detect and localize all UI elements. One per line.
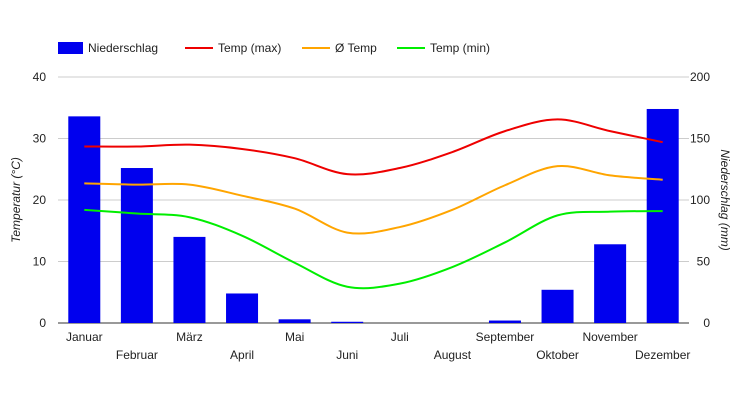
- x-tick-label: Mai: [285, 330, 304, 344]
- left-axis-title: Temperatur (°C): [9, 157, 23, 243]
- left-tick-label: 10: [33, 255, 47, 269]
- left-tick-label: 40: [33, 70, 47, 84]
- left-axis-ticks: 0 10 20 30 40: [33, 70, 47, 330]
- right-tick-label: 150: [690, 132, 710, 146]
- x-tick-label: November: [582, 330, 637, 344]
- right-tick-label: 0: [703, 316, 710, 330]
- x-tick-label: März: [176, 330, 203, 344]
- line-temp-min: [84, 208, 663, 290]
- x-axis-ticks: Januar Februar März April Mai Juni Juli August S…: [66, 330, 690, 362]
- legend-label: Temp (max): [218, 41, 281, 55]
- left-tick-label: 20: [33, 193, 47, 207]
- right-tick-label: 100: [690, 193, 710, 207]
- legend-item: Temp (min): [397, 41, 490, 55]
- x-tick-label: Januar: [66, 330, 103, 344]
- x-tick-label: Februar: [116, 348, 158, 362]
- precipitation-bar: [594, 244, 627, 323]
- left-tick-label: 30: [33, 132, 47, 146]
- precipitation-bar: [120, 168, 153, 323]
- legend-item: Ø Temp: [302, 41, 377, 55]
- precipitation-bar: [226, 293, 259, 323]
- right-tick-label: 200: [690, 70, 710, 84]
- gridlines: [58, 76, 689, 324]
- legend: Niederschlag Temp (max) Ø Temp Temp (min): [58, 41, 490, 55]
- line-temp: [84, 165, 663, 235]
- precipitation-bar: [646, 108, 679, 323]
- legend-label: Niederschlag: [88, 41, 158, 55]
- x-tick-label: August: [434, 348, 472, 362]
- x-tick-label: Juli: [391, 330, 409, 344]
- x-tick-label: Dezember: [635, 348, 690, 362]
- right-axis-title: Niederschlag (mm): [718, 149, 731, 250]
- precipitation-bar: [68, 116, 101, 323]
- legend-swatch: [58, 42, 83, 54]
- temperature-lines: [84, 118, 663, 290]
- line-temp-max: [84, 118, 663, 176]
- precipitation-bar: [331, 321, 364, 323]
- precipitation-bar: [488, 320, 521, 323]
- precipitation-bar: [173, 236, 206, 323]
- left-tick-label: 0: [39, 316, 46, 330]
- precipitation-bar: [541, 289, 574, 323]
- legend-item: Temp (max): [185, 41, 281, 55]
- x-tick-label: Juni: [336, 348, 358, 362]
- legend-label: Temp (min): [430, 41, 490, 55]
- legend-item: Niederschlag: [58, 41, 158, 55]
- legend-label: Ø Temp: [335, 41, 377, 55]
- x-tick-label: September: [476, 330, 535, 344]
- right-tick-label: 50: [697, 255, 711, 269]
- right-axis-ticks: 0 50 100 150 200: [690, 70, 710, 330]
- precipitation-bars: [68, 108, 679, 323]
- x-tick-label: Oktober: [536, 348, 579, 362]
- x-tick-label: April: [230, 348, 254, 362]
- precipitation-bar: [278, 319, 311, 323]
